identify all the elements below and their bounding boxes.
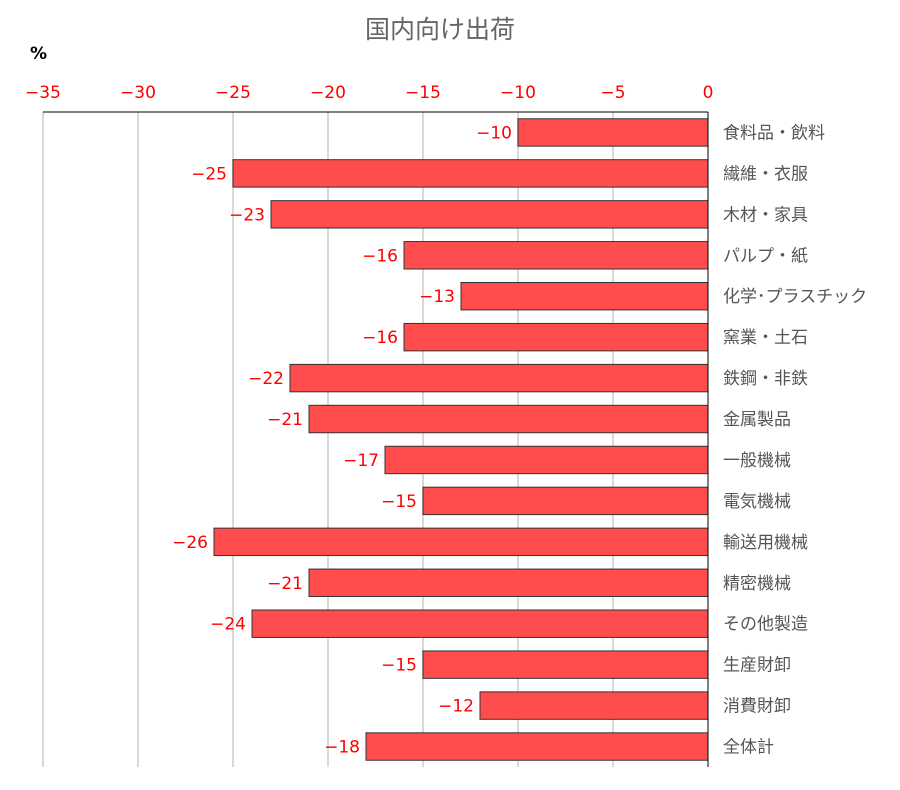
value-label: −18 bbox=[324, 738, 360, 758]
value-label: −21 bbox=[267, 574, 303, 594]
chart-title: 国内向け出荷 bbox=[364, 15, 515, 44]
bar bbox=[289, 363, 709, 393]
category-label: 全体計 bbox=[723, 738, 774, 758]
axes bbox=[43, 111, 709, 767]
bar bbox=[460, 282, 709, 311]
value-label: −13 bbox=[419, 287, 455, 307]
bar bbox=[422, 486, 709, 516]
category-label: その他製造 bbox=[723, 615, 808, 635]
category-labels: 食料品・飲料繊維・衣服木材・家具パルプ・紙化学･プラスチック窯業・土石鉄鋼・非鉄… bbox=[723, 123, 867, 757]
category-label: パルプ・紙 bbox=[723, 246, 808, 266]
bar bbox=[384, 445, 709, 475]
value-label: −10 bbox=[476, 123, 512, 143]
bar bbox=[308, 404, 709, 434]
category-label: 鉄鋼・非鉄 bbox=[723, 369, 808, 389]
value-label: −22 bbox=[248, 369, 284, 389]
bar bbox=[403, 241, 709, 270]
category-label: 消費財卸 bbox=[723, 697, 791, 717]
category-label: 繊維・衣服 bbox=[723, 164, 808, 184]
value-label: −12 bbox=[438, 697, 474, 717]
value-label: −16 bbox=[362, 246, 398, 266]
bar bbox=[403, 322, 709, 352]
bar bbox=[422, 650, 709, 679]
bars bbox=[213, 118, 709, 761]
category-label: 電気機械 bbox=[723, 492, 791, 512]
x-tick-label: −20 bbox=[310, 83, 346, 103]
category-label: 窯業・土石 bbox=[723, 328, 808, 348]
bar bbox=[365, 732, 709, 761]
x-tick-label: −15 bbox=[405, 83, 441, 103]
value-labels: −10 −25 −23 −16 −13 −16 −22 −21 −17 −15 −26 −21 −24 −… bbox=[172, 123, 512, 757]
bar bbox=[251, 609, 709, 638]
category-label: 木材・家具 bbox=[723, 205, 808, 225]
bar bbox=[270, 200, 709, 229]
category-label: 金属製品 bbox=[723, 410, 791, 430]
value-label: −16 bbox=[362, 328, 398, 348]
category-label: 生産財卸 bbox=[723, 656, 791, 676]
value-label: −15 bbox=[381, 656, 417, 676]
category-label: 一般機械 bbox=[723, 451, 791, 471]
value-label: −17 bbox=[343, 451, 379, 471]
value-label: −23 bbox=[229, 205, 265, 225]
value-label: −15 bbox=[381, 492, 417, 512]
x-tick-labels: −35 −30 −25 −20 −15 −10 −5 0 bbox=[25, 83, 713, 103]
x-tick-label: −5 bbox=[600, 83, 625, 103]
x-tick-label: −10 bbox=[500, 83, 536, 103]
value-label: −26 bbox=[172, 533, 208, 553]
value-label: −24 bbox=[210, 615, 246, 635]
bar bbox=[517, 118, 709, 147]
x-tick-label: 0 bbox=[703, 83, 714, 103]
category-label: 化学･プラスチック bbox=[723, 287, 867, 307]
bar bbox=[232, 159, 709, 188]
x-tick-label: −30 bbox=[120, 83, 156, 103]
bar bbox=[308, 568, 709, 597]
x-tick-label: −25 bbox=[215, 83, 251, 103]
category-label: 輸送用機械 bbox=[723, 533, 808, 553]
category-label: 精密機械 bbox=[723, 574, 791, 594]
category-label: 食料品・飲料 bbox=[723, 123, 825, 143]
bar bbox=[479, 691, 709, 720]
unit-label: % bbox=[30, 44, 48, 64]
value-label: −25 bbox=[191, 164, 227, 184]
x-tick-label: −35 bbox=[25, 83, 61, 103]
value-label: −21 bbox=[267, 410, 303, 430]
bar bbox=[213, 527, 709, 557]
